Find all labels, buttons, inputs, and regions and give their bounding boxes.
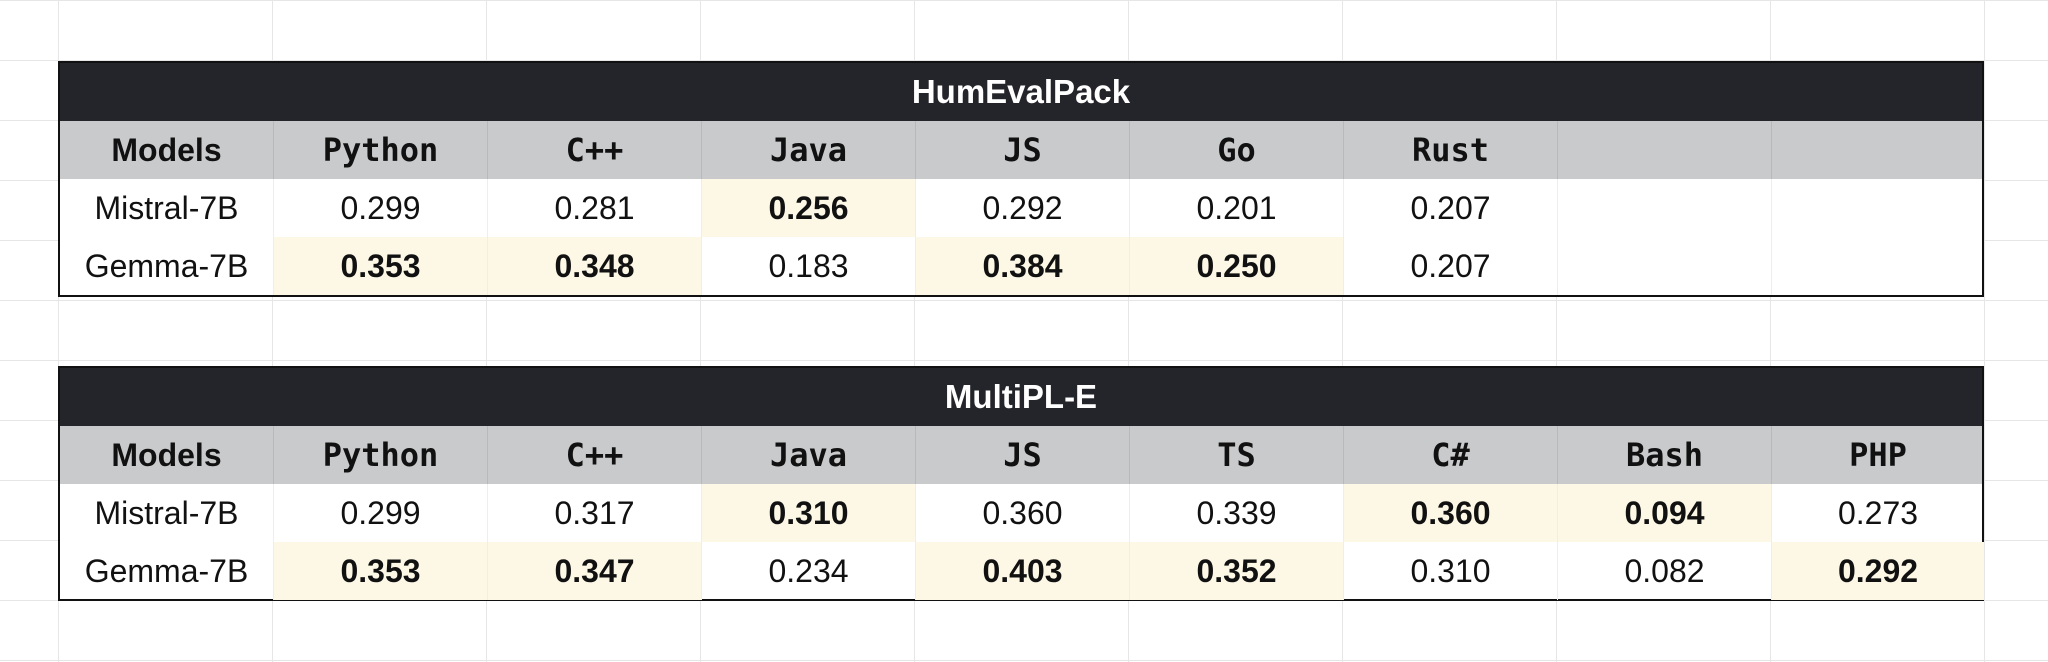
header-cell: JS: [916, 426, 1130, 484]
table-cell: Gemma-7B: [60, 237, 274, 295]
table-title: MultiPL-E: [60, 368, 1982, 426]
header-cell: Python: [274, 121, 488, 179]
table-cell: 0.201: [1130, 179, 1344, 237]
table-cell: Gemma-7B: [60, 542, 274, 600]
table-row: Gemma-7B 0.353 0.347 0.234 0.403 0.352 0…: [60, 542, 1984, 600]
header-cell: Java: [702, 121, 916, 179]
table-cell: 0.310: [1344, 542, 1558, 600]
header-cell: [1772, 121, 1984, 179]
table-cell: 0.352: [1130, 542, 1344, 600]
table-cell: 0.292: [1772, 542, 1984, 600]
table-row: Mistral-7B 0.299 0.281 0.256 0.292 0.201…: [60, 179, 1982, 237]
table-cell: [1558, 179, 1772, 237]
multipl-e-table: MultiPL-E Models Python C++ Java JS TS C…: [58, 366, 1984, 601]
table-cell: [1558, 237, 1772, 295]
header-cell: C++: [488, 426, 702, 484]
header-cell: [1558, 121, 1772, 179]
header-cell: Models: [60, 121, 274, 179]
table-cell: 0.207: [1344, 237, 1558, 295]
table-cell: 0.082: [1558, 542, 1772, 600]
table-row: Gemma-7B 0.353 0.348 0.183 0.384 0.250 0…: [60, 237, 1982, 295]
header-cell: Rust: [1344, 121, 1558, 179]
header-cell: Java: [702, 426, 916, 484]
table-header-row: Models Python C++ Java JS TS C# Bash PHP: [60, 426, 1982, 484]
table-cell: 0.339: [1130, 484, 1344, 542]
header-cell: C++: [488, 121, 702, 179]
table-cell: 0.292: [916, 179, 1130, 237]
table-cell: 0.348: [488, 237, 702, 295]
table-cell: 0.310: [702, 484, 916, 542]
humevalpack-table: HumEvalPack Models Python C++ Java JS Go…: [58, 61, 1984, 297]
header-cell: Go: [1130, 121, 1344, 179]
table-cell: 0.183: [702, 237, 916, 295]
header-cell: Bash: [1558, 426, 1772, 484]
table-cell: Mistral-7B: [60, 484, 274, 542]
table-cell: 0.299: [274, 484, 488, 542]
table-cell: 0.317: [488, 484, 702, 542]
table-cell: 0.384: [916, 237, 1130, 295]
table-cell: 0.256: [702, 179, 916, 237]
table-cell: 0.207: [1344, 179, 1558, 237]
table-cell: 0.403: [916, 542, 1130, 600]
header-cell: TS: [1130, 426, 1344, 484]
table-cell: 0.250: [1130, 237, 1344, 295]
table-cell: 0.234: [702, 542, 916, 600]
table-cell: 0.353: [274, 542, 488, 600]
table-title: HumEvalPack: [60, 63, 1982, 121]
table-cell: Mistral-7B: [60, 179, 274, 237]
table-cell: 0.281: [488, 179, 702, 237]
table-cell: 0.094: [1558, 484, 1772, 542]
table-cell: 0.273: [1837, 494, 1919, 531]
table-cell: 0.353: [274, 237, 488, 295]
header-cell: Python: [274, 426, 488, 484]
header-cell: JS: [916, 121, 1130, 179]
table-cell: [1772, 179, 1984, 237]
table-row: Mistral-7B 0.299 0.317 0.310 0.360 0.339…: [60, 484, 1982, 542]
table-cell: 0.360: [916, 484, 1130, 542]
table-cell: 0.299: [274, 179, 488, 237]
header-cell: PHP: [1849, 436, 1907, 474]
table-cell: [1772, 237, 1984, 295]
table-cell: 0.347: [488, 542, 702, 600]
table-header-row: Models Python C++ Java JS Go Rust: [60, 121, 1982, 179]
header-cell: C#: [1344, 426, 1558, 484]
header-cell: Models: [60, 426, 274, 484]
table-cell: 0.360: [1344, 484, 1558, 542]
